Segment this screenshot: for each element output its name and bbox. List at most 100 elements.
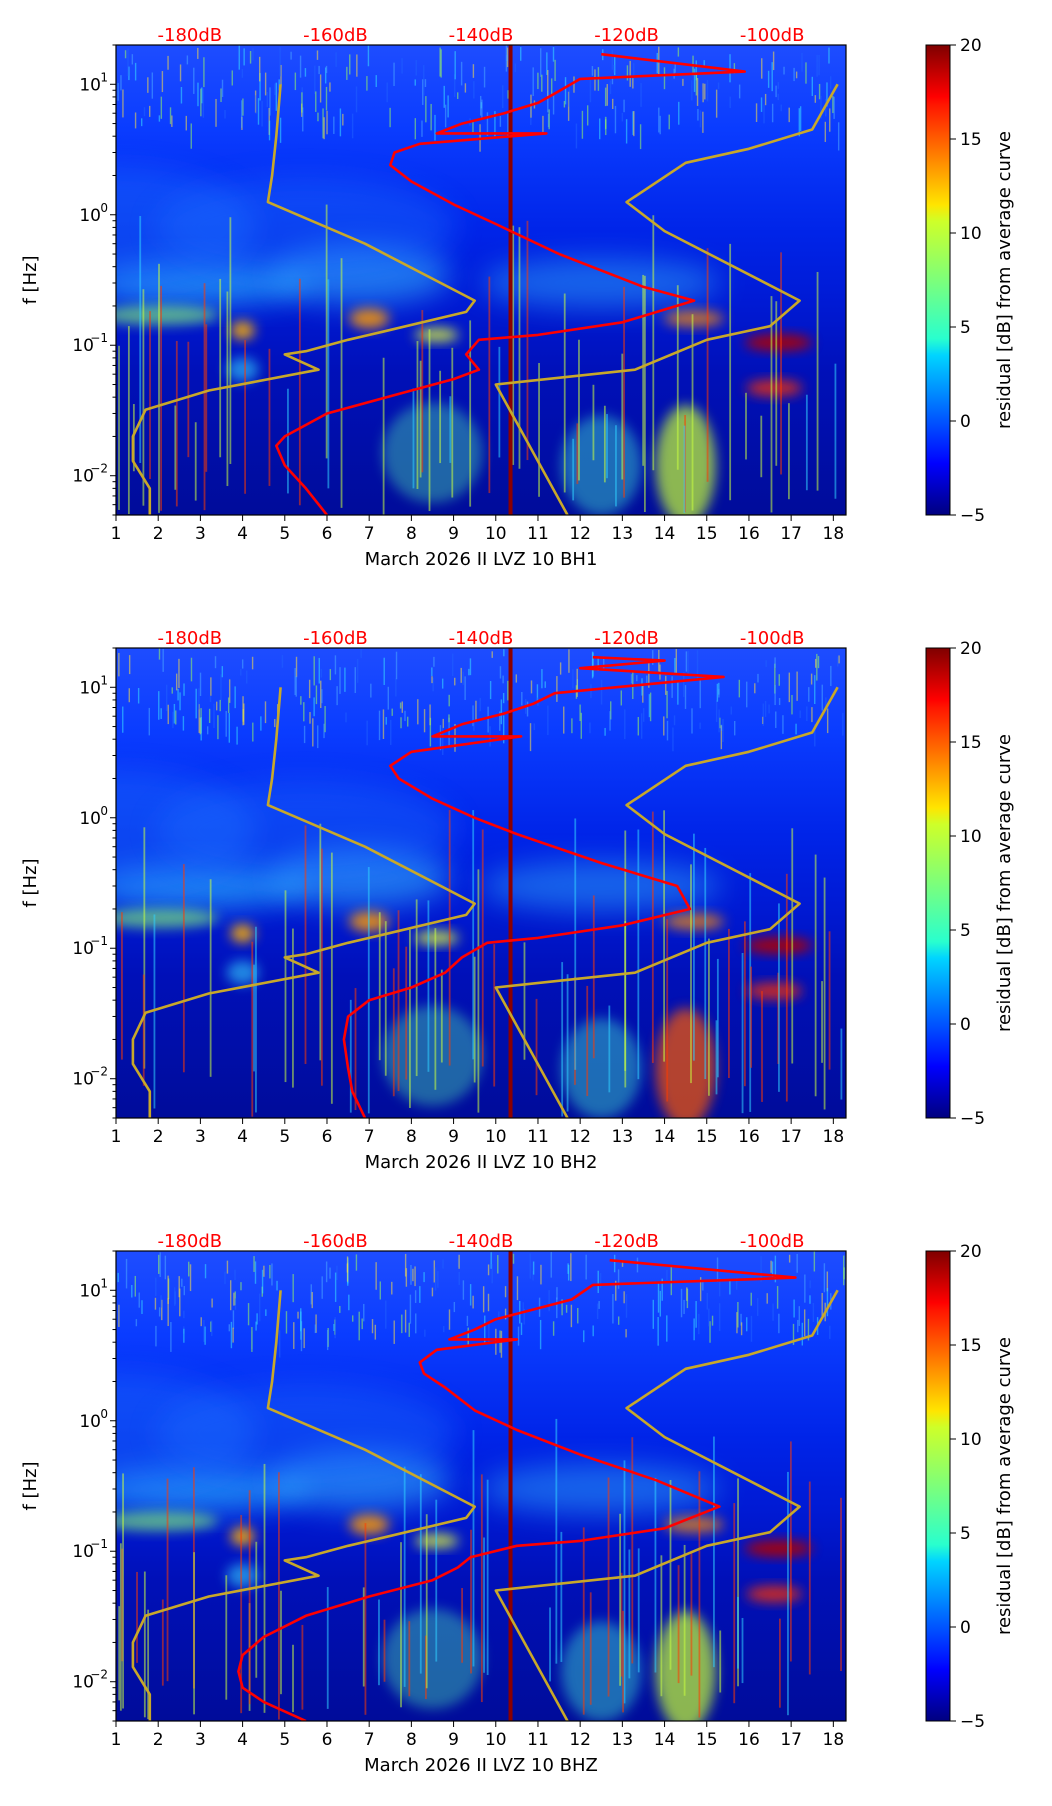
noise-streak: [240, 1282, 242, 1291]
noise-streak: [193, 67, 195, 94]
noise-streak: [696, 78, 699, 106]
noise-streak: [788, 1254, 791, 1263]
noise-streak: [448, 1309, 451, 1330]
noise-streak: [185, 115, 187, 131]
transient-streak: [182, 864, 185, 1073]
noise-streak: [633, 63, 635, 76]
noise-streak: [499, 666, 502, 679]
noise-streak: [586, 105, 589, 126]
noise-streak: [346, 1263, 349, 1273]
colorbar-tick-label: 5: [960, 1524, 971, 1544]
noise-streak: [512, 1253, 515, 1264]
transient-streak: [160, 285, 163, 511]
transient-streak: [121, 912, 123, 1060]
x-tick-label: 9: [448, 524, 459, 544]
noise-streak: [597, 657, 599, 671]
noise-streak: [633, 111, 635, 137]
noise-streak: [771, 103, 774, 123]
noise-streak: [464, 676, 466, 700]
noise-streak: [606, 84, 608, 106]
y-axis-label: f [Hz]: [20, 1461, 41, 1510]
noise-streak: [371, 1319, 374, 1334]
noise-streak: [148, 105, 151, 117]
noise-streak: [695, 60, 697, 81]
noise-streak: [666, 1315, 668, 1342]
noise-streak: [336, 1265, 338, 1280]
noise-streak: [642, 708, 645, 722]
y-tick-label: 10: [72, 1070, 94, 1090]
noise-streak: [597, 1270, 599, 1294]
noise-streak: [691, 80, 693, 101]
noise-streak: [433, 656, 435, 667]
noise-streak: [576, 668, 578, 697]
noise-streak: [648, 694, 651, 718]
noise-streak: [457, 92, 459, 99]
x-tick-label: 18: [823, 1730, 845, 1750]
x-tick-label: 7: [364, 524, 375, 544]
noise-streak: [315, 685, 318, 705]
noise-streak: [405, 1268, 408, 1287]
db-level-label: -120dB: [594, 628, 659, 649]
noise-streak: [665, 675, 667, 695]
noise-streak: [395, 678, 397, 697]
noise-streak: [796, 671, 798, 701]
noise-streak: [489, 681, 492, 700]
transient-streak: [480, 1474, 483, 1703]
noise-streak: [325, 86, 328, 111]
noise-streak: [498, 1311, 500, 1320]
noise-streak: [454, 724, 456, 752]
noise-streak: [611, 77, 614, 85]
noise-streak: [693, 1318, 695, 1341]
db-level-label: -180dB: [158, 1231, 223, 1252]
noise-streak: [833, 96, 835, 119]
residual-blob: [481, 860, 722, 911]
x-tick-label: 15: [696, 1127, 718, 1147]
noise-streak: [155, 1277, 157, 1297]
noise-streak: [600, 679, 603, 705]
transient-streak: [578, 339, 580, 481]
noise-streak: [351, 113, 354, 139]
y-tick-exponent: −1: [90, 1537, 108, 1551]
y-tick-label: 10: [79, 678, 101, 698]
colorbar: [925, 1250, 951, 1722]
transient-streak: [320, 848, 323, 1086]
noise-streak: [321, 689, 323, 704]
y-tick-exponent: 0: [100, 1407, 108, 1421]
noise-streak: [469, 658, 472, 676]
noise-streak: [517, 1326, 520, 1346]
noise-streak: [257, 98, 260, 125]
noise-streak: [154, 1297, 157, 1310]
noise-streak: [765, 660, 767, 667]
colorbar-tick-label: −5: [960, 1712, 985, 1732]
noise-streak: [215, 98, 217, 127]
noise-streak: [374, 1324, 377, 1340]
noise-streak: [696, 650, 699, 680]
noise-streak: [715, 89, 718, 118]
noise-streak: [718, 1303, 721, 1331]
noise-streak: [122, 706, 124, 733]
low-noise-model-curve: [131, 1290, 477, 1721]
noise-streak: [682, 671, 685, 697]
noise-streak: [322, 108, 324, 139]
noise-streak: [444, 104, 447, 128]
noise-streak: [612, 1294, 614, 1324]
noise-streak: [783, 66, 785, 75]
noise-streak: [421, 120, 423, 137]
noise-streak: [462, 1280, 465, 1300]
transient-streak: [631, 1437, 634, 1664]
y-tick-label: 10: [79, 75, 101, 95]
noise-streak: [225, 710, 227, 737]
y-tick-exponent: −2: [90, 1668, 108, 1682]
noise-streak: [255, 1321, 257, 1331]
noise-streak: [140, 118, 143, 127]
noise-streak: [791, 694, 793, 715]
noise-streak: [385, 1300, 387, 1329]
noise-streak: [246, 670, 248, 684]
noise-streak: [224, 1271, 226, 1285]
noise-streak: [221, 666, 224, 678]
noise-streak: [806, 706, 808, 721]
noise-streak: [431, 1287, 434, 1297]
noise-streak: [491, 1264, 493, 1284]
noise-streak: [649, 692, 652, 722]
noise-streak: [522, 1302, 524, 1314]
